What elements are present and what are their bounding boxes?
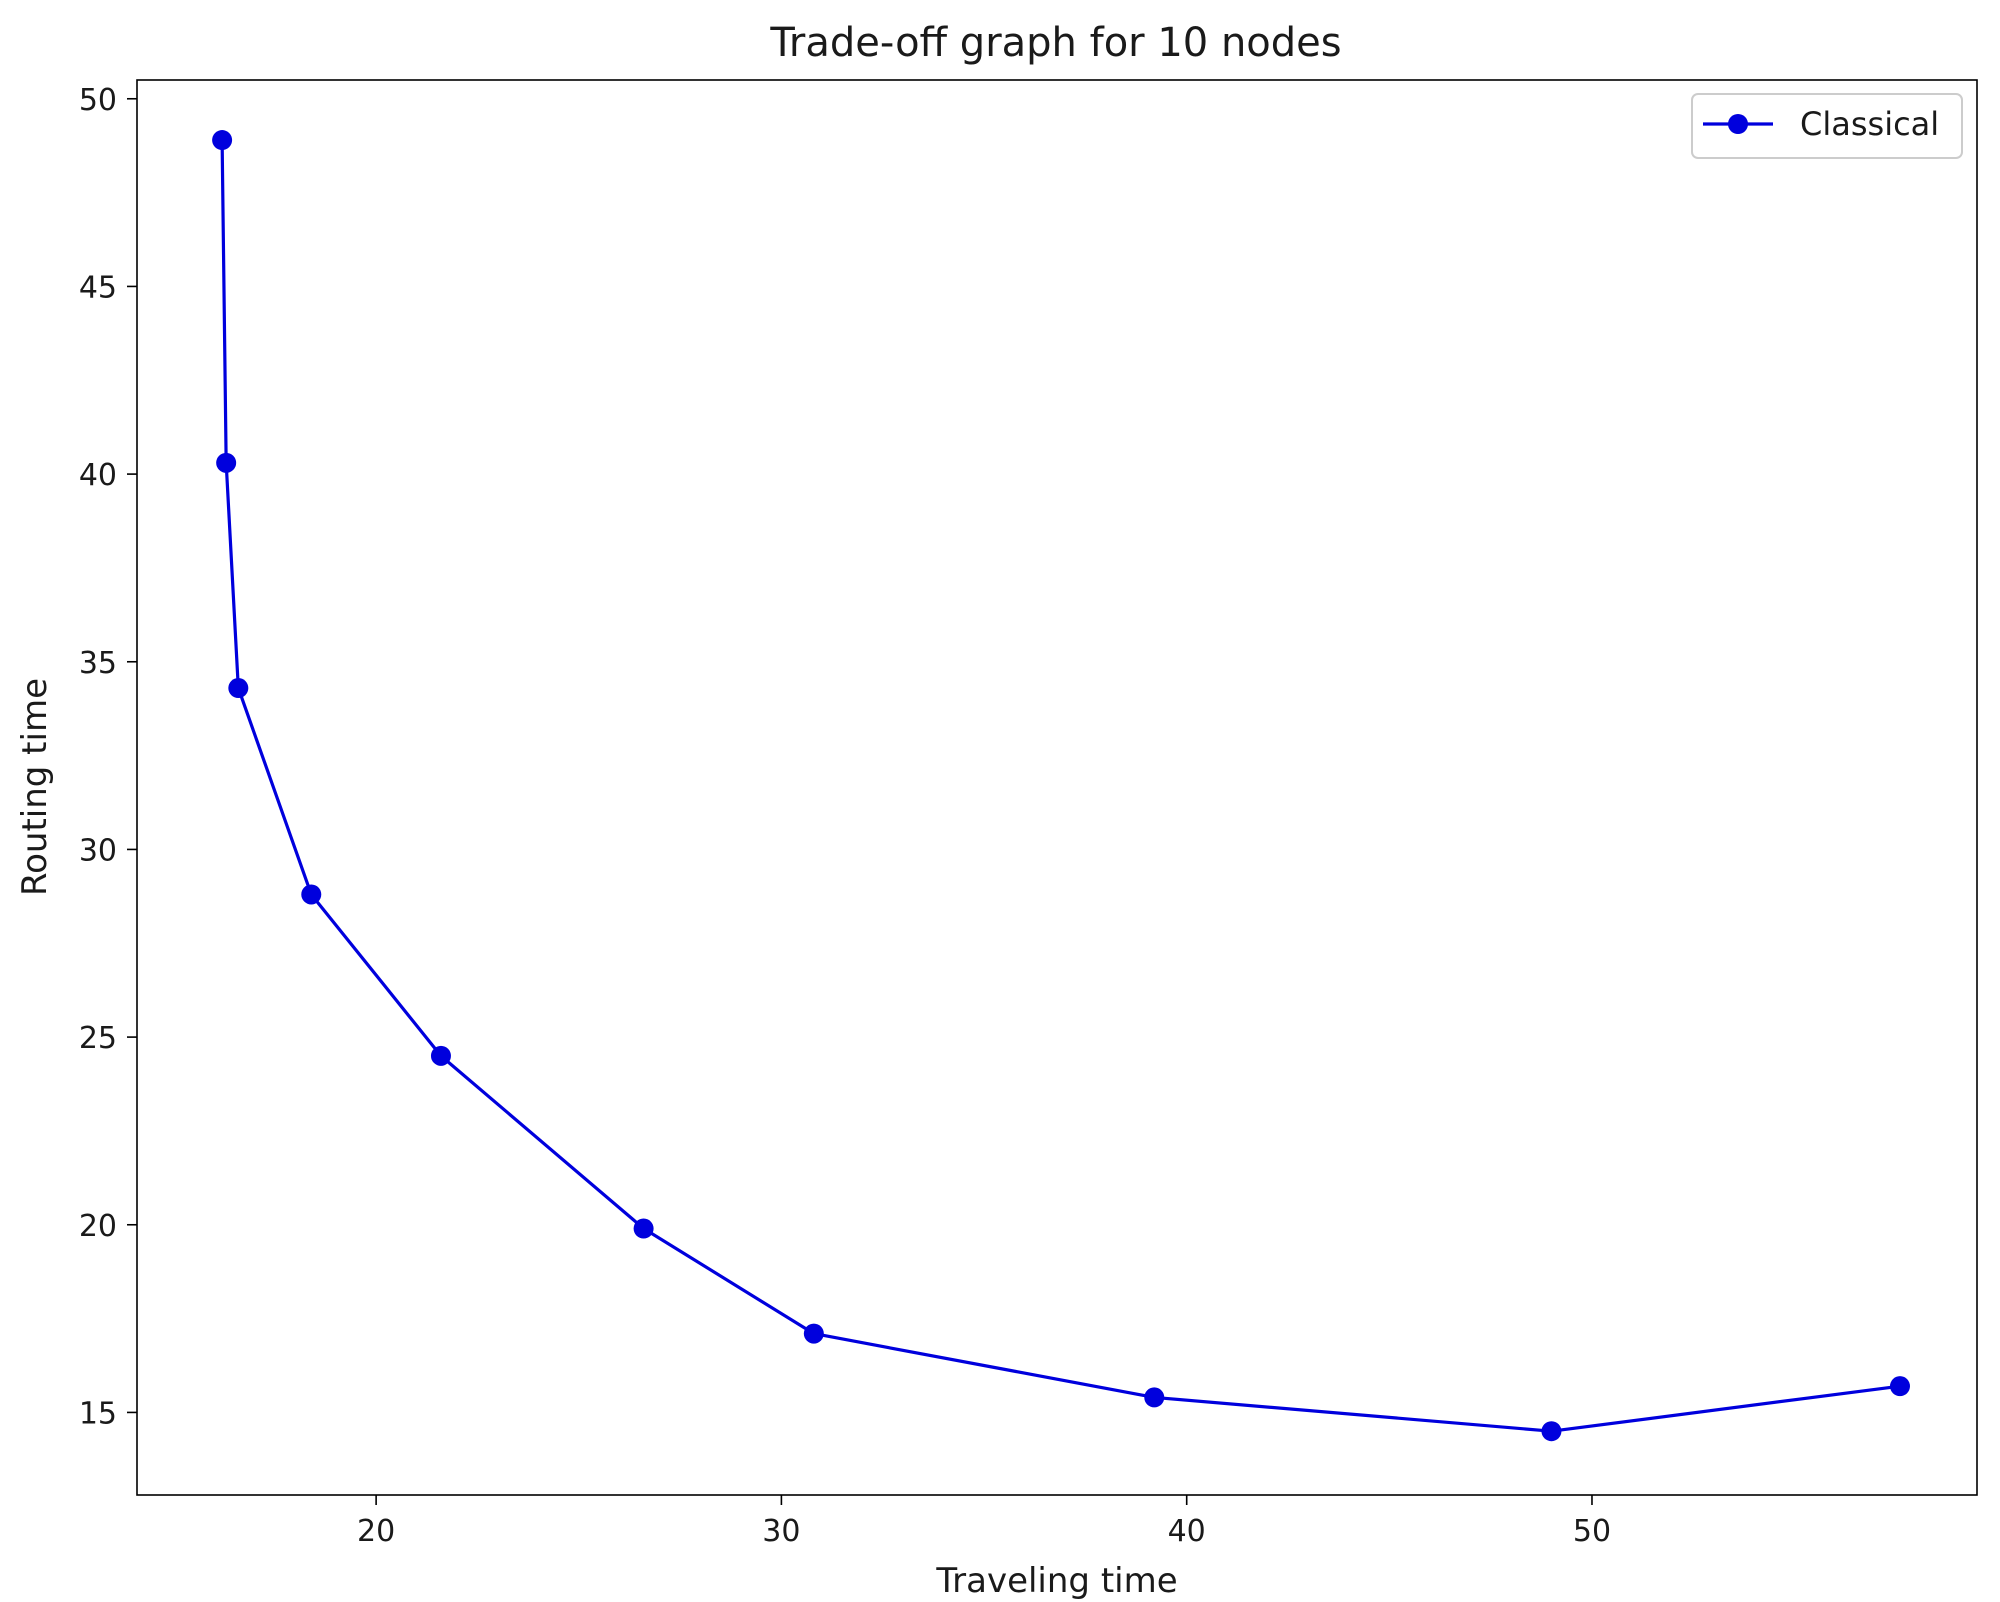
data-point (1144, 1387, 1165, 1408)
x-axis-label: Traveling time (935, 1561, 1177, 1601)
legend-label-classical: Classical (1800, 105, 1939, 143)
data-point (301, 884, 322, 905)
y-tick-label: 35 (79, 646, 117, 681)
x-tick-label: 40 (1168, 1514, 1206, 1549)
y-tick-label: 40 (79, 458, 117, 493)
y-tick-label: 25 (79, 1021, 117, 1056)
x-tick-label: 20 (357, 1514, 395, 1549)
y-tick-label: 30 (79, 833, 117, 868)
data-point (1889, 1376, 1910, 1397)
y-tick-label: 15 (79, 1396, 117, 1431)
legend-series-marker (1728, 114, 1748, 134)
legend: Classical (1691, 93, 1963, 159)
x-tick-label: 30 (762, 1514, 800, 1549)
data-point (1541, 1421, 1562, 1442)
legend-box (1691, 93, 1963, 159)
data-point (212, 130, 233, 151)
data-point (216, 452, 237, 473)
x-axis: 20 30 40 50 (357, 1495, 1611, 1549)
data-point (633, 1218, 654, 1239)
y-axis-label: Routing time (15, 678, 55, 896)
data-point (228, 678, 249, 699)
data-point (803, 1323, 824, 1344)
x-tick-label: 50 (1573, 1514, 1611, 1549)
y-axis: 15 20 25 30 35 40 45 50 (79, 83, 137, 1431)
plot-area (136, 79, 1978, 1496)
chart-title: Trade-off graph for 10 nodes (769, 20, 1341, 66)
plot-frame (136, 79, 1978, 1496)
series-line-classical (220, 140, 1901, 1433)
y-tick-label: 50 (79, 83, 117, 118)
data-point (430, 1045, 451, 1066)
y-tick-label: 45 (79, 270, 117, 305)
series-layer (212, 130, 1910, 1442)
y-tick-label: 20 (79, 1209, 117, 1244)
